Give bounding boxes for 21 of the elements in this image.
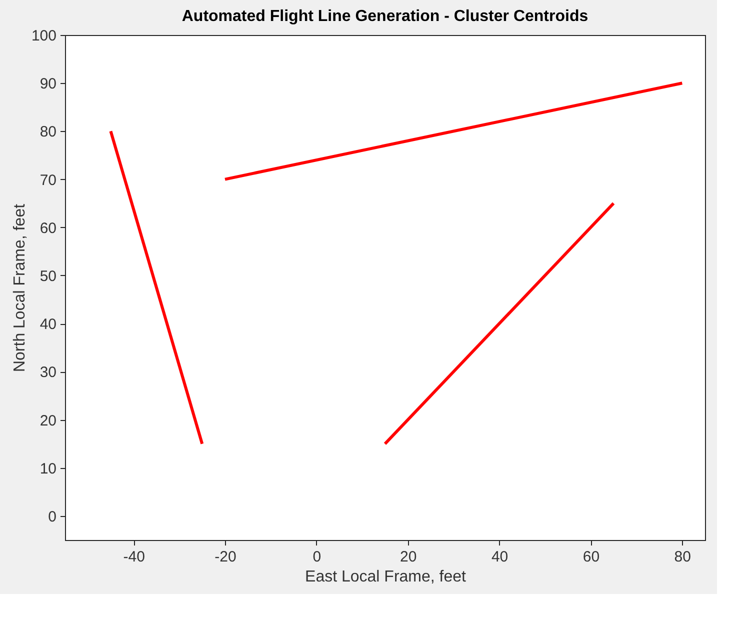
- x-tick-label: 60: [582, 548, 600, 566]
- y-tick-label: 90: [40, 76, 56, 93]
- x-tick-label: 0: [312, 548, 322, 566]
- x-tick-label: 20: [400, 548, 417, 566]
- y-tick-label: 70: [40, 172, 56, 189]
- x-tick-label: -20: [214, 548, 236, 566]
- y-tick-label: 50: [40, 268, 56, 285]
- y-tick-label: 80: [40, 124, 56, 141]
- x-tick-label: 40: [491, 548, 508, 566]
- x-tick-label: -40: [123, 548, 145, 566]
- y-tick-label: 10: [40, 460, 56, 478]
- y-tick-label: 0: [48, 508, 56, 526]
- y-axis-title: North Local Frame, feet: [11, 203, 28, 372]
- y-tick-label: 40: [40, 316, 56, 334]
- y-tick-label: 20: [40, 412, 56, 430]
- x-axis-title: East Local Frame, feet: [305, 568, 467, 586]
- chart-title: Automated Flight Line Generation - Cluster Centroids: [182, 8, 588, 25]
- y-tick-label: 60: [40, 220, 56, 237]
- y-tick-label: 100: [31, 28, 56, 44]
- x-tick-label: 80: [674, 548, 691, 566]
- y-tick-label: 30: [40, 364, 56, 382]
